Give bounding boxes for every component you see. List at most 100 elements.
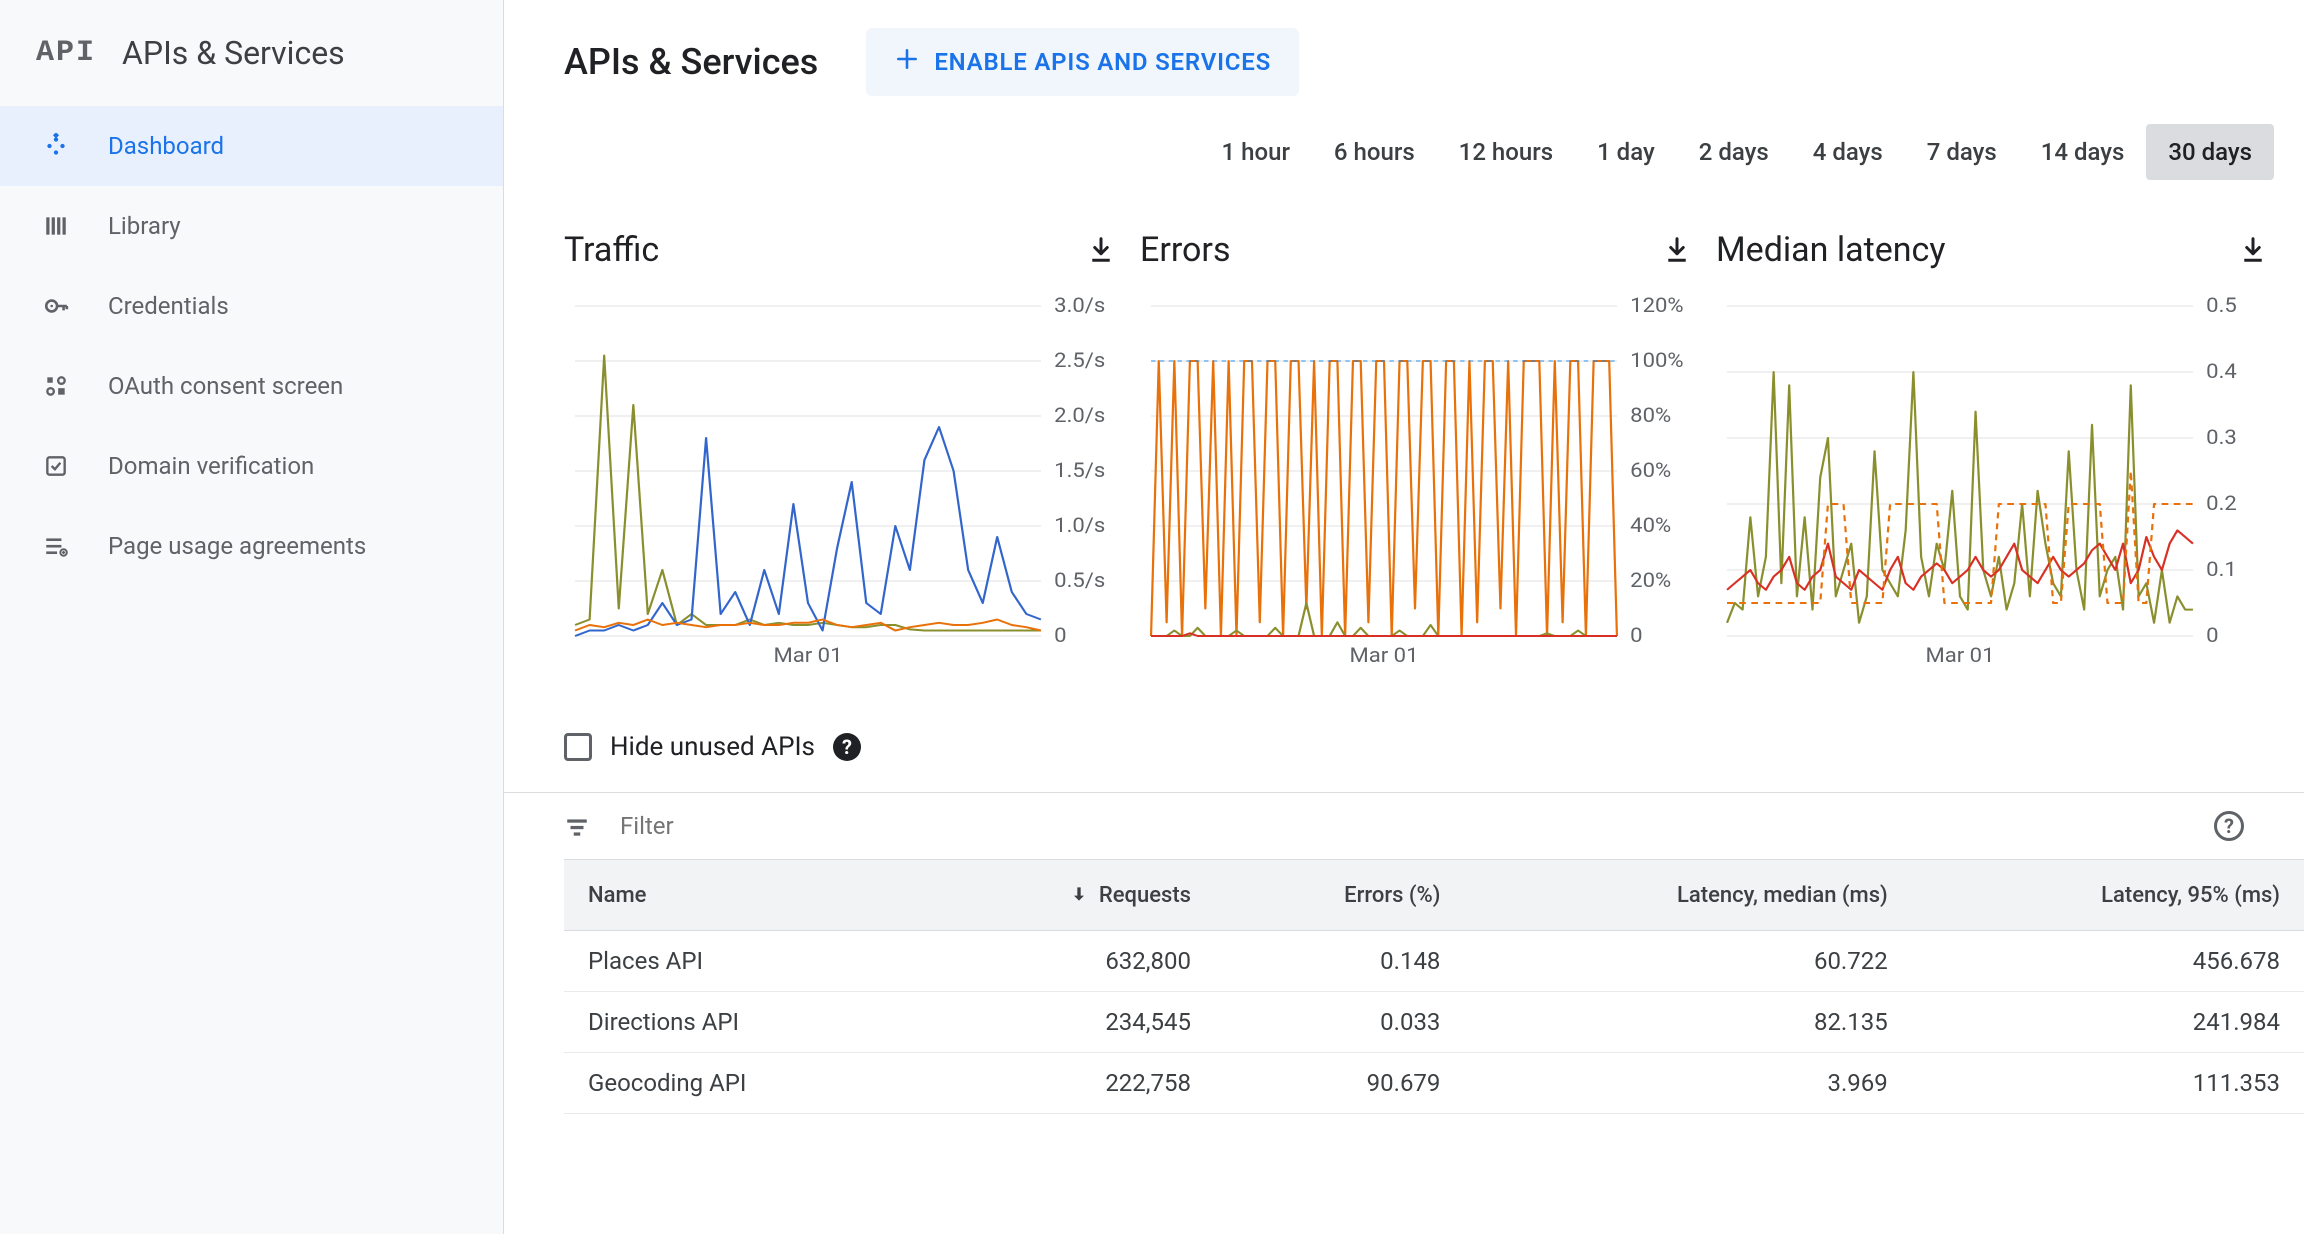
- svg-text:0.5/s: 0.5/s: [1054, 569, 1105, 593]
- dashboard-icon: [42, 132, 70, 160]
- page-title: APIs & Services: [564, 41, 818, 83]
- svg-text:0: 0: [1054, 624, 1066, 648]
- key-icon: [42, 292, 70, 320]
- errors-chart-card: Errors 020%40%60%80%100%120%Mar 01: [1140, 230, 1692, 676]
- svg-text:40%: 40%: [1630, 514, 1671, 538]
- cell-name: Directions API: [564, 992, 921, 1053]
- cell-lat-95: 456.678: [1912, 931, 2304, 992]
- check-box-icon: [42, 452, 70, 480]
- api-logo: API: [36, 36, 96, 70]
- enable-apis-button[interactable]: ENABLE APIS AND SERVICES: [866, 28, 1299, 96]
- time-range-option[interactable]: 1 hour: [1200, 124, 1312, 180]
- cell-lat-95: 241.984: [1912, 992, 2304, 1053]
- table-row[interactable]: Geocoding API222,75890.6793.969111.353: [564, 1053, 2304, 1114]
- sidebar-item-label: Credentials: [108, 292, 229, 320]
- sidebar-title: APIs & Services: [122, 34, 345, 72]
- svg-text:0: 0: [2206, 624, 2218, 648]
- download-icon[interactable]: [1662, 235, 1692, 265]
- sidebar-item-label: Library: [108, 212, 181, 240]
- time-range-option[interactable]: 30 days: [2146, 124, 2274, 180]
- svg-text:100%: 100%: [1630, 349, 1683, 373]
- svg-text:Mar 01: Mar 01: [1925, 644, 1994, 668]
- cell-errors: 0.148: [1215, 931, 1464, 992]
- cell-lat-95: 111.353: [1912, 1053, 2304, 1114]
- time-range-option[interactable]: 12 hours: [1437, 124, 1575, 180]
- plus-icon: [894, 46, 920, 78]
- svg-text:Mar 01: Mar 01: [1349, 644, 1418, 668]
- svg-text:0.2: 0.2: [2206, 492, 2237, 516]
- help-icon[interactable]: ?: [2214, 811, 2244, 841]
- cell-name: Geocoding API: [564, 1053, 921, 1114]
- time-range-option[interactable]: 7 days: [1905, 124, 2019, 180]
- sidebar: API APIs & Services Dashboard Library Cred…: [0, 0, 504, 1234]
- svg-text:20%: 20%: [1630, 569, 1671, 593]
- time-range-option[interactable]: 6 hours: [1312, 124, 1437, 180]
- filter-icon: [564, 814, 590, 838]
- sidebar-item-label: Domain verification: [108, 452, 314, 480]
- sidebar-item-domain[interactable]: Domain verification: [0, 426, 503, 506]
- svg-text:2.0/s: 2.0/s: [1054, 404, 1105, 428]
- traffic-chart-card: Traffic 0 0.5/s 1.0/s 1.5/s 2.0/s 2.5/s 3.0/s M…: [564, 230, 1116, 676]
- time-range-option[interactable]: 2 days: [1677, 124, 1791, 180]
- cell-errors: 0.033: [1215, 992, 1464, 1053]
- filter-row: ?: [504, 792, 2304, 859]
- table-col-header[interactable]: Latency, median (ms): [1464, 860, 1911, 931]
- sidebar-item-label: Page usage agreements: [108, 532, 366, 560]
- sidebar-header: API APIs & Services: [0, 4, 503, 106]
- cell-lat-median: 3.969: [1464, 1053, 1911, 1114]
- consent-icon: [42, 372, 70, 400]
- cell-errors: 90.679: [1215, 1053, 1464, 1114]
- errors-chart-title: Errors: [1140, 230, 1231, 270]
- page-header: APIs & Services ENABLE APIS AND SERVICES: [504, 0, 2304, 124]
- library-icon: [42, 212, 70, 240]
- time-range-option[interactable]: 4 days: [1791, 124, 1905, 180]
- svg-text:80%: 80%: [1630, 404, 1671, 428]
- svg-text:2.5/s: 2.5/s: [1054, 349, 1105, 373]
- enable-apis-label: ENABLE APIS AND SERVICES: [934, 48, 1271, 76]
- sidebar-item-page-usage[interactable]: Page usage agreements: [0, 506, 503, 586]
- latency-chart-title: Median latency: [1716, 230, 1945, 270]
- cell-requests: 632,800: [921, 931, 1215, 992]
- time-range-option[interactable]: 14 days: [2019, 124, 2147, 180]
- sidebar-item-dashboard[interactable]: Dashboard: [0, 106, 503, 186]
- svg-text:1.0/s: 1.0/s: [1054, 514, 1105, 538]
- download-icon[interactable]: [2238, 235, 2268, 265]
- hide-unused-label: Hide unused APIs: [610, 732, 815, 762]
- svg-text:3.0/s: 3.0/s: [1054, 296, 1105, 318]
- table-col-header[interactable]: Latency, 95% (ms): [1912, 860, 2304, 931]
- cell-lat-median: 82.135: [1464, 992, 1911, 1053]
- traffic-chart[interactable]: 0 0.5/s 1.0/s 1.5/s 2.0/s 2.5/s 3.0/s Mar 01: [564, 296, 1116, 676]
- table-col-header[interactable]: Name: [564, 860, 921, 931]
- svg-text:0.3: 0.3: [2206, 426, 2237, 450]
- table-row[interactable]: Directions API234,5450.03382.135241.984: [564, 992, 2304, 1053]
- download-icon[interactable]: [1086, 235, 1116, 265]
- time-range-option[interactable]: 1 day: [1575, 124, 1677, 180]
- svg-text:120%: 120%: [1630, 296, 1683, 318]
- svg-text:0: 0: [1630, 624, 1642, 648]
- main-content: APIs & Services ENABLE APIS AND SERVICES…: [504, 0, 2304, 1234]
- traffic-chart-title: Traffic: [564, 230, 659, 270]
- table-row[interactable]: Places API632,8000.14860.722456.678: [564, 931, 2304, 992]
- cell-name: Places API: [564, 931, 921, 992]
- errors-chart[interactable]: 020%40%60%80%100%120%Mar 01: [1140, 296, 1692, 676]
- filter-input[interactable]: [620, 812, 2184, 840]
- cell-lat-median: 60.722: [1464, 931, 1911, 992]
- latency-chart-card: Median latency 00.10.20.30.40.5Mar 01: [1716, 230, 2268, 676]
- sidebar-item-oauth[interactable]: OAuth consent screen: [0, 346, 503, 426]
- help-icon[interactable]: ?: [833, 733, 861, 761]
- sidebar-item-credentials[interactable]: Credentials: [0, 266, 503, 346]
- hide-unused-checkbox[interactable]: [564, 733, 592, 761]
- table-header-row: NameRequestsErrors (%)Latency, median (m…: [564, 860, 2304, 931]
- svg-text:Mar 01: Mar 01: [773, 644, 842, 668]
- agreements-icon: [42, 532, 70, 560]
- sidebar-item-library[interactable]: Library: [0, 186, 503, 266]
- svg-text:1.5/s: 1.5/s: [1054, 459, 1105, 483]
- sidebar-item-label: Dashboard: [108, 132, 224, 160]
- table-col-header[interactable]: Requests: [921, 860, 1215, 931]
- table-col-header[interactable]: Errors (%): [1215, 860, 1464, 931]
- api-usage-table: NameRequestsErrors (%)Latency, median (m…: [564, 859, 2304, 1114]
- svg-text:0.4: 0.4: [2206, 360, 2237, 384]
- latency-chart[interactable]: 00.10.20.30.40.5Mar 01: [1716, 296, 2268, 676]
- svg-text:0.1: 0.1: [2206, 558, 2237, 582]
- cell-requests: 234,545: [921, 992, 1215, 1053]
